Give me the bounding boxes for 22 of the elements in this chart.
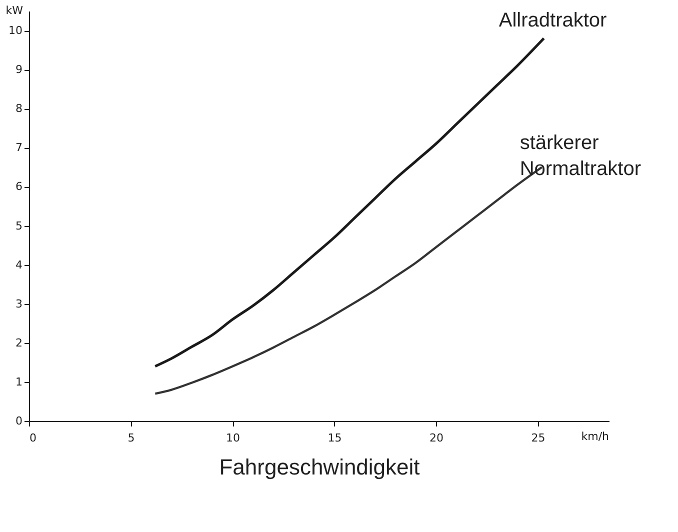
y-tick-label: 9 bbox=[16, 63, 22, 76]
x-tick-label: 20 bbox=[430, 432, 444, 444]
y-axis-title: kW bbox=[6, 4, 24, 17]
x-axis-title: Fahrgeschwindigkeit bbox=[219, 454, 420, 480]
y-tick-label: 2 bbox=[16, 336, 22, 350]
x-tick-label: 10 bbox=[226, 432, 240, 444]
y-tick-label: 5 bbox=[16, 219, 22, 232]
y-tick-label: 7 bbox=[16, 141, 22, 154]
y-tick-label: 4 bbox=[16, 258, 22, 272]
x-tick-label: 25 bbox=[531, 432, 546, 444]
y-tick-label: 6 bbox=[16, 180, 22, 194]
series-label: Allradtraktor bbox=[498, 9, 608, 32]
y-tick-label: 3 bbox=[16, 297, 22, 310]
y-tick-label: 0 bbox=[16, 414, 22, 428]
series-label: stärkerer Normaltraktor bbox=[520, 132, 642, 180]
x-tick-label: 0 bbox=[30, 432, 36, 444]
x-tick-label: 15 bbox=[328, 432, 342, 444]
y-tick-label: 1 bbox=[16, 375, 22, 388]
y-tick-label: 10 bbox=[8, 24, 22, 38]
x-tick-label: 5 bbox=[128, 432, 135, 444]
y-tick-label: 8 bbox=[16, 102, 22, 116]
text: km/h bbox=[581, 430, 610, 443]
